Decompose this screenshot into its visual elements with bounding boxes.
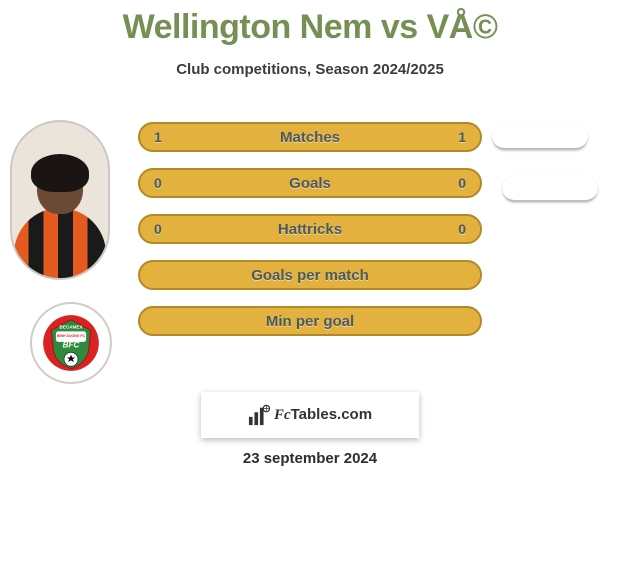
fctables-logo-icon: [248, 404, 270, 426]
bar-hattricks: 0 Hattricks 0: [138, 214, 482, 244]
comparison-subtitle: Club competitions, Season 2024/2025: [0, 61, 620, 78]
source-brand: FcTables.com: [201, 392, 419, 438]
bar-value-right: 1: [458, 129, 466, 145]
bar-goals-per-match: Goals per match: [138, 260, 482, 290]
distribution-pill-goals: [502, 176, 598, 202]
bar-label: Goals per match: [140, 267, 480, 284]
avatar-torso: [14, 208, 106, 278]
comparison-bars: 1 Matches 1 0 Goals 0 0 Hattricks 0 Goal…: [138, 122, 482, 352]
club-badge-icon: BECAMEX BINH DUONG FC BFC: [42, 314, 100, 372]
distribution-pill-matches: [492, 124, 588, 150]
bar-label: Min per goal: [140, 313, 480, 330]
bar-value-left: 0: [154, 221, 162, 237]
avatar-column: BECAMEX BINH DUONG FC BFC: [10, 120, 112, 384]
bar-value-left: 0: [154, 175, 162, 191]
bar-value-right: 0: [458, 221, 466, 237]
svg-text:BECAMEX: BECAMEX: [59, 325, 83, 330]
bar-goals: 0 Goals 0: [138, 168, 482, 198]
player-2-club-badge: BECAMEX BINH DUONG FC BFC: [30, 302, 112, 384]
bar-value-left: 1: [154, 129, 162, 145]
bar-matches: 1 Matches 1: [138, 122, 482, 152]
avatar-head: [37, 162, 83, 214]
player-1-avatar: [10, 120, 110, 280]
bar-min-per-goal: Min per goal: [138, 306, 482, 336]
bar-label: Hattricks: [140, 221, 480, 238]
svg-text:BINH DUONG FC: BINH DUONG FC: [57, 334, 85, 338]
snapshot-date: 23 september 2024: [0, 450, 620, 467]
bar-label: Matches: [140, 129, 480, 146]
svg-text:BFC: BFC: [63, 341, 80, 350]
source-brand-text: FcTables.com: [274, 406, 372, 424]
bar-label: Goals: [140, 175, 480, 192]
comparison-title: Wellington Nem vs VÅ©: [0, 0, 620, 47]
bar-value-right: 0: [458, 175, 466, 191]
